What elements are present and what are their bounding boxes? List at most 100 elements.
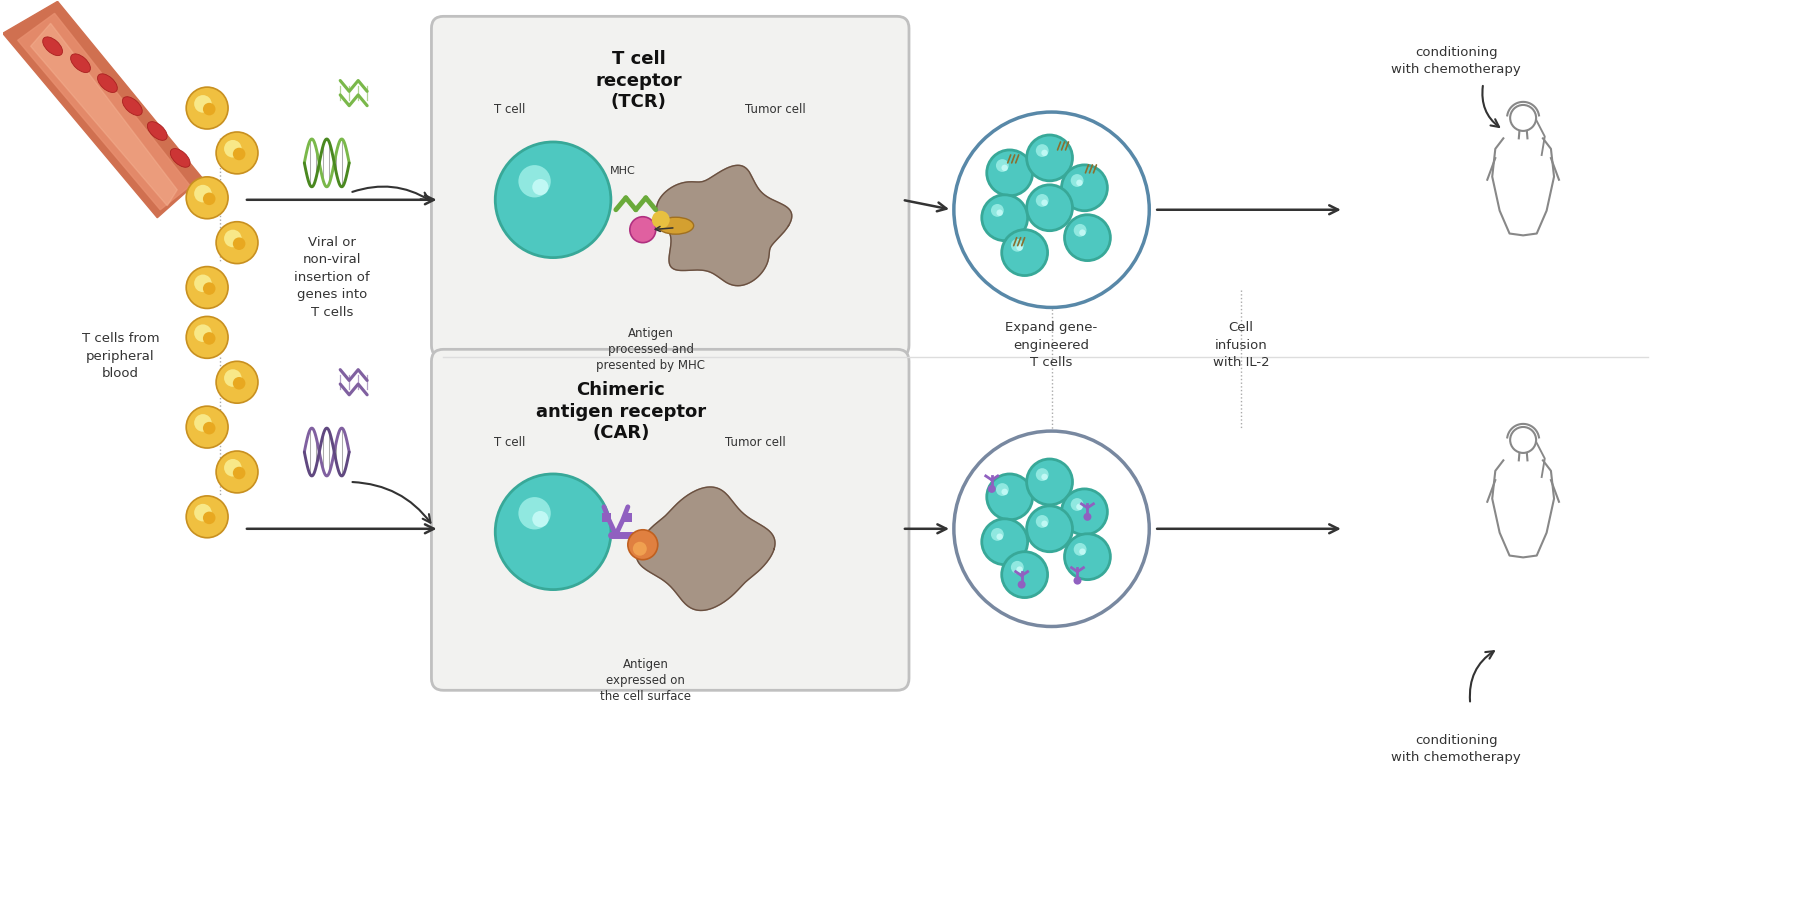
Circle shape <box>987 150 1032 196</box>
Circle shape <box>1065 534 1110 580</box>
Text: Cell
infusion
with IL-2: Cell infusion with IL-2 <box>1214 321 1270 370</box>
Circle shape <box>194 414 212 432</box>
Circle shape <box>1036 469 1048 481</box>
Circle shape <box>1083 513 1092 521</box>
Circle shape <box>1036 194 1048 207</box>
Circle shape <box>225 140 241 158</box>
Circle shape <box>987 474 1032 520</box>
Text: Viral or
non-viral
insertion of
genes into
T cells: Viral or non-viral insertion of genes in… <box>294 236 370 319</box>
Circle shape <box>225 370 241 387</box>
Circle shape <box>1070 174 1083 187</box>
Text: Antigen
expressed on
the cell surface: Antigen expressed on the cell surface <box>600 658 691 703</box>
Ellipse shape <box>71 54 91 72</box>
Circle shape <box>1074 543 1087 556</box>
Circle shape <box>203 103 216 116</box>
Text: Tumor cell: Tumor cell <box>746 103 805 116</box>
Circle shape <box>1027 459 1072 505</box>
Circle shape <box>187 177 229 219</box>
Polygon shape <box>31 23 178 205</box>
Circle shape <box>232 238 245 250</box>
Circle shape <box>187 267 229 308</box>
Circle shape <box>1079 229 1085 236</box>
Circle shape <box>1036 144 1048 157</box>
Circle shape <box>187 496 229 537</box>
Ellipse shape <box>658 217 693 234</box>
Circle shape <box>1041 521 1048 527</box>
Circle shape <box>532 511 548 527</box>
Circle shape <box>954 431 1150 626</box>
Text: T cell
receptor
(TCR): T cell receptor (TCR) <box>595 50 682 111</box>
Circle shape <box>203 422 216 435</box>
Circle shape <box>532 179 548 195</box>
Circle shape <box>1010 561 1023 574</box>
Circle shape <box>996 534 1003 540</box>
Circle shape <box>990 204 1003 216</box>
Circle shape <box>203 332 216 345</box>
Circle shape <box>633 542 648 556</box>
Circle shape <box>519 165 551 197</box>
Circle shape <box>216 222 258 263</box>
Circle shape <box>194 503 212 522</box>
Text: T cells from
peripheral
blood: T cells from peripheral blood <box>82 332 160 381</box>
Polygon shape <box>637 487 775 611</box>
FancyBboxPatch shape <box>432 349 909 691</box>
Circle shape <box>187 316 229 359</box>
Circle shape <box>1070 498 1083 511</box>
Circle shape <box>495 474 611 590</box>
Text: Tumor cell: Tumor cell <box>726 436 785 449</box>
Circle shape <box>1027 506 1072 552</box>
Circle shape <box>629 216 657 243</box>
Circle shape <box>1074 577 1081 585</box>
Circle shape <box>232 467 245 480</box>
Circle shape <box>1076 180 1083 186</box>
Text: Expand gene-
engineered
T cells: Expand gene- engineered T cells <box>1005 321 1097 370</box>
Circle shape <box>1016 567 1023 573</box>
Text: Antigen
processed and
presented by MHC: Antigen processed and presented by MHC <box>597 327 706 372</box>
Circle shape <box>1061 489 1107 535</box>
Circle shape <box>232 148 245 160</box>
Circle shape <box>1016 244 1023 250</box>
Circle shape <box>989 485 996 493</box>
Circle shape <box>1027 185 1072 231</box>
Circle shape <box>1027 135 1072 181</box>
Ellipse shape <box>44 37 62 56</box>
Circle shape <box>628 530 658 559</box>
Circle shape <box>1041 149 1048 156</box>
Circle shape <box>216 132 258 174</box>
Circle shape <box>1001 229 1047 275</box>
Circle shape <box>996 160 1009 172</box>
Circle shape <box>194 274 212 293</box>
Ellipse shape <box>98 73 118 93</box>
Circle shape <box>954 112 1150 307</box>
Text: conditioning
with chemotherapy: conditioning with chemotherapy <box>1391 735 1522 764</box>
Circle shape <box>990 528 1003 541</box>
Circle shape <box>1074 224 1087 237</box>
Circle shape <box>1036 515 1048 528</box>
Ellipse shape <box>147 122 167 140</box>
Text: Chimeric
antigen receptor
(CAR): Chimeric antigen receptor (CAR) <box>535 381 706 442</box>
Circle shape <box>1010 238 1023 251</box>
Circle shape <box>1001 165 1009 171</box>
Circle shape <box>194 95 212 113</box>
Polygon shape <box>657 165 793 286</box>
Circle shape <box>194 185 212 203</box>
Ellipse shape <box>123 96 141 116</box>
Text: T cell: T cell <box>493 436 524 449</box>
Circle shape <box>1001 552 1047 598</box>
Circle shape <box>1076 503 1083 510</box>
Circle shape <box>1018 580 1025 589</box>
Circle shape <box>981 194 1029 240</box>
Circle shape <box>187 406 229 448</box>
Circle shape <box>225 459 241 477</box>
Circle shape <box>1001 489 1009 495</box>
FancyBboxPatch shape <box>432 17 909 358</box>
Circle shape <box>216 361 258 403</box>
Ellipse shape <box>171 149 190 167</box>
Circle shape <box>1061 165 1107 211</box>
Circle shape <box>187 87 229 129</box>
Circle shape <box>216 451 258 493</box>
Circle shape <box>1079 548 1085 555</box>
Circle shape <box>519 497 551 529</box>
Circle shape <box>981 519 1029 565</box>
Circle shape <box>203 282 216 295</box>
